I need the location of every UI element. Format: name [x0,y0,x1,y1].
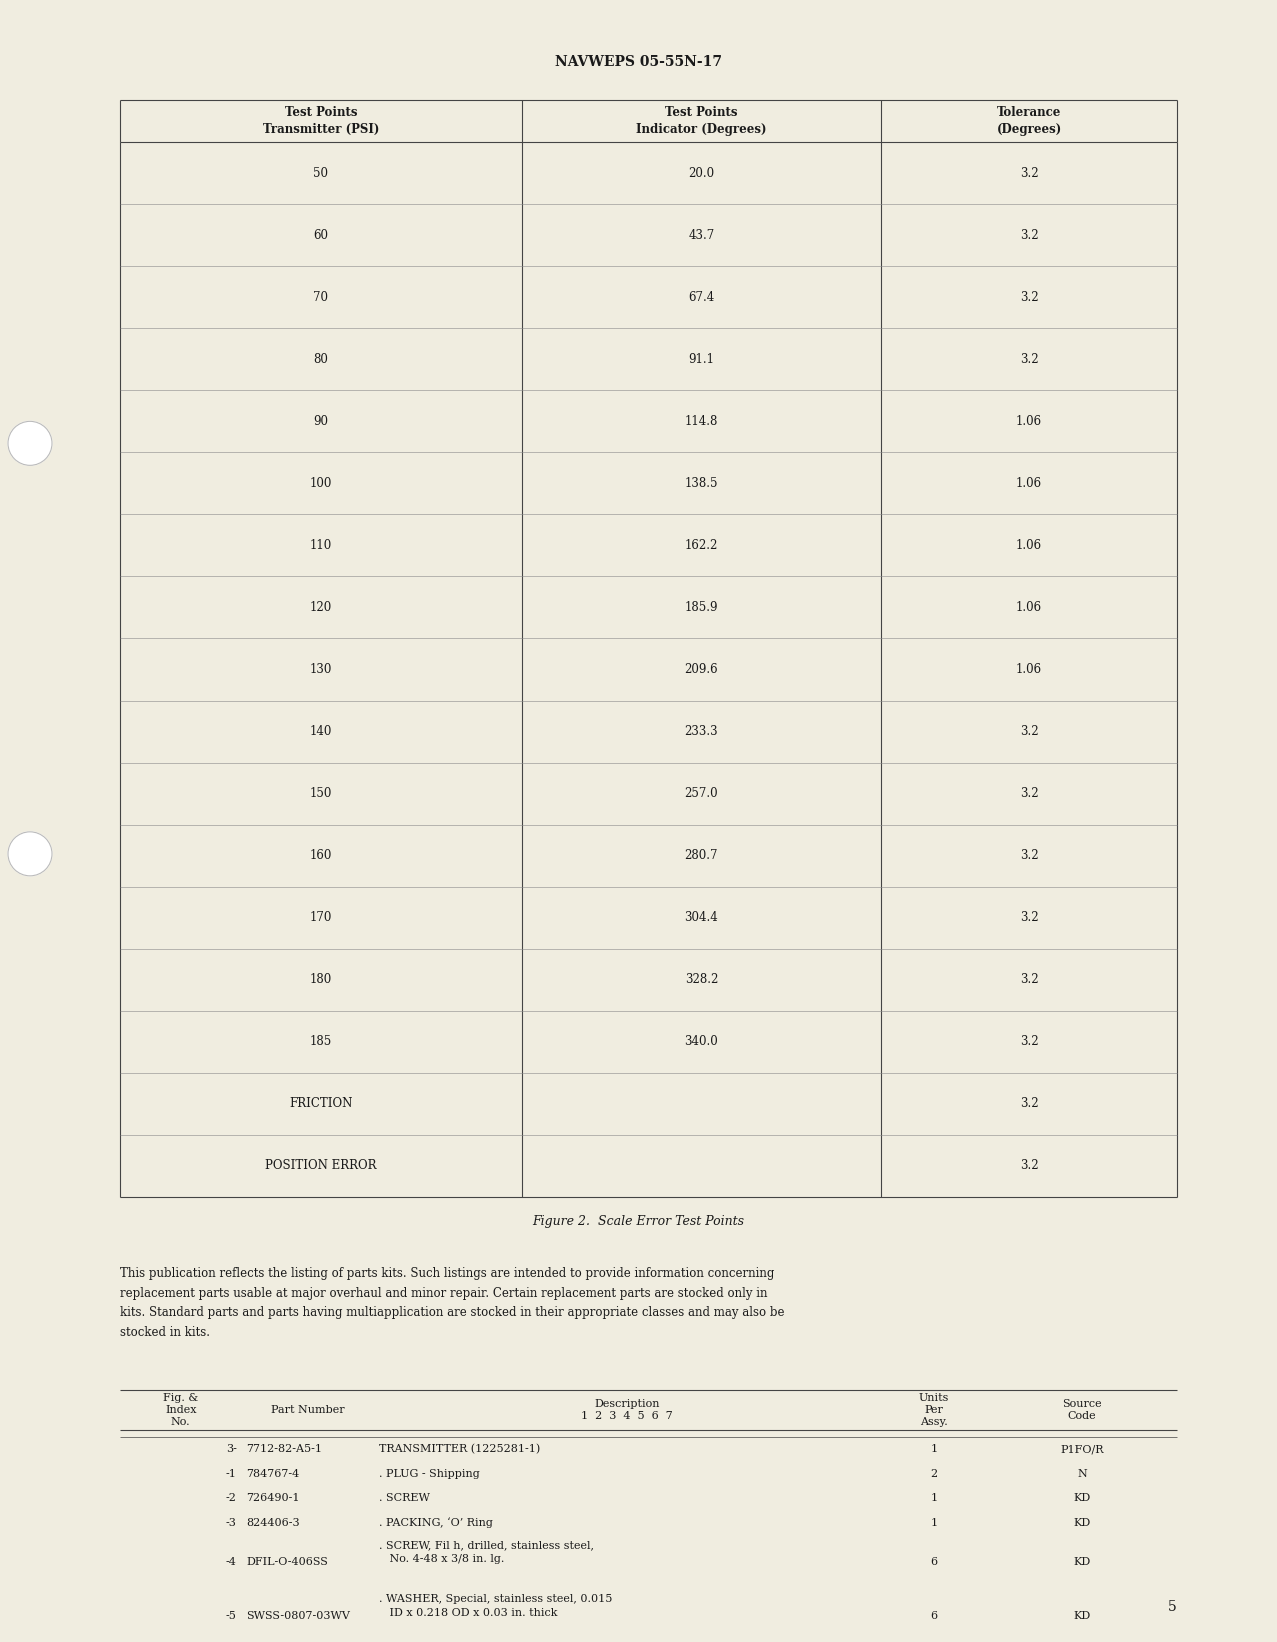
Text: 185: 185 [310,1036,332,1048]
Text: Tolerance
(Degrees): Tolerance (Degrees) [996,107,1061,136]
Text: Units
Per
Assy.: Units Per Assy. [918,1392,949,1427]
Text: 70: 70 [313,291,328,304]
Text: . PLUG - Shipping: . PLUG - Shipping [379,1468,479,1479]
Text: 91.1: 91.1 [688,353,714,366]
Text: 50: 50 [313,166,328,179]
Text: 233.3: 233.3 [684,726,718,737]
Text: 60: 60 [313,228,328,241]
Text: 150: 150 [309,787,332,800]
Text: 130: 130 [309,663,332,677]
Text: 43.7: 43.7 [688,228,714,241]
Text: 1: 1 [931,1493,937,1502]
Text: 1.06: 1.06 [1016,663,1042,677]
Text: P1FO/R: P1FO/R [1060,1445,1103,1455]
Text: 3.2: 3.2 [1020,849,1038,862]
Text: . SCREW, Fil h, drilled, stainless steel,
   No. 4-48 x 3/8 in. lg.: . SCREW, Fil h, drilled, stainless steel… [379,1540,594,1563]
Text: 3.2: 3.2 [1020,291,1038,304]
Text: 180: 180 [310,974,332,987]
Text: Fig. &
Index
No.: Fig. & Index No. [163,1392,198,1427]
Text: Figure 2.  Scale Error Test Points: Figure 2. Scale Error Test Points [533,1215,744,1228]
Text: 5: 5 [1168,1599,1177,1614]
Text: 1.06: 1.06 [1016,415,1042,429]
Text: 6: 6 [931,1557,937,1566]
Text: 3.2: 3.2 [1020,974,1038,987]
Text: 328.2: 328.2 [684,974,718,987]
Text: 1.06: 1.06 [1016,476,1042,489]
Text: 138.5: 138.5 [684,476,718,489]
Text: 6: 6 [931,1611,937,1621]
Text: 3.2: 3.2 [1020,911,1038,924]
Text: 90: 90 [313,415,328,429]
Text: 3.2: 3.2 [1020,726,1038,737]
Text: 726490-1: 726490-1 [246,1493,300,1502]
Text: -4: -4 [226,1557,236,1566]
Text: stocked in kits.: stocked in kits. [120,1325,209,1338]
Text: 160: 160 [309,849,332,862]
Text: -2: -2 [226,1493,236,1502]
Text: 162.2: 162.2 [684,539,718,552]
Text: KD: KD [1073,1493,1091,1502]
Text: FRICTION: FRICTION [289,1097,352,1110]
Text: Test Points
Transmitter (PSI): Test Points Transmitter (PSI) [263,107,379,136]
Text: replacement parts usable at major overhaul and minor repair. Certain replacement: replacement parts usable at major overha… [120,1286,767,1299]
Text: 3.2: 3.2 [1020,1036,1038,1048]
Text: 185.9: 185.9 [684,601,718,614]
Text: 824406-3: 824406-3 [246,1517,300,1527]
Text: 170: 170 [309,911,332,924]
Text: KD: KD [1073,1517,1091,1527]
Text: . PACKING, ‘O’ Ring: . PACKING, ‘O’ Ring [379,1517,493,1529]
Text: N: N [1077,1468,1087,1479]
Text: 1: 1 [931,1517,937,1527]
Text: 67.4: 67.4 [688,291,714,304]
Text: 1.06: 1.06 [1016,539,1042,552]
Text: 120: 120 [310,601,332,614]
Text: Description
1  2  3  4  5  6  7: Description 1 2 3 4 5 6 7 [581,1399,673,1422]
Text: 2: 2 [931,1468,937,1479]
Text: This publication reflects the listing of parts kits. Such listings are intended : This publication reflects the listing of… [120,1268,774,1281]
Text: 80: 80 [313,353,328,366]
Text: 3.2: 3.2 [1020,1159,1038,1172]
Text: . SCREW: . SCREW [379,1493,429,1502]
Text: 340.0: 340.0 [684,1036,718,1048]
Text: 3.2: 3.2 [1020,1097,1038,1110]
Text: 209.6: 209.6 [684,663,718,677]
Text: 257.0: 257.0 [684,787,718,800]
Text: 20.0: 20.0 [688,166,714,179]
Text: DFIL-O-406SS: DFIL-O-406SS [246,1557,328,1566]
Text: 3.2: 3.2 [1020,353,1038,366]
Text: Source
Code: Source Code [1062,1399,1102,1422]
Text: 784767-4: 784767-4 [246,1468,300,1479]
Text: 114.8: 114.8 [684,415,718,429]
Text: kits. Standard parts and parts having multiapplication are stocked in their appr: kits. Standard parts and parts having mu… [120,1305,784,1319]
Text: 304.4: 304.4 [684,911,718,924]
Text: 7712-82-A5-1: 7712-82-A5-1 [246,1445,323,1455]
Text: 1: 1 [931,1445,937,1455]
Text: -5: -5 [226,1611,236,1621]
Text: 280.7: 280.7 [684,849,718,862]
Text: Test Points
Indicator (Degrees): Test Points Indicator (Degrees) [636,107,766,136]
Text: 100: 100 [309,476,332,489]
Text: 140: 140 [309,726,332,737]
Text: KD: KD [1073,1557,1091,1566]
Circle shape [8,422,52,465]
Circle shape [8,832,52,875]
Text: POSITION ERROR: POSITION ERROR [266,1159,377,1172]
Text: 110: 110 [310,539,332,552]
Text: KD: KD [1073,1611,1091,1621]
Text: -3: -3 [226,1517,236,1527]
Text: . WASHER, Special, stainless steel, 0.015
   ID x 0.218 OD x 0.03 in. thick: . WASHER, Special, stainless steel, 0.01… [379,1594,612,1617]
Text: SWSS-0807-03WV: SWSS-0807-03WV [246,1611,350,1621]
Text: NAVWEPS 05-55N-17: NAVWEPS 05-55N-17 [555,54,722,69]
Text: 3.2: 3.2 [1020,787,1038,800]
Text: 3-: 3- [226,1445,236,1455]
Text: TRANSMITTER (1225281-1): TRANSMITTER (1225281-1) [379,1443,540,1455]
Text: 1.06: 1.06 [1016,601,1042,614]
Text: 3.2: 3.2 [1020,228,1038,241]
Text: -1: -1 [226,1468,236,1479]
Text: Part Number: Part Number [271,1406,345,1415]
Text: 3.2: 3.2 [1020,166,1038,179]
